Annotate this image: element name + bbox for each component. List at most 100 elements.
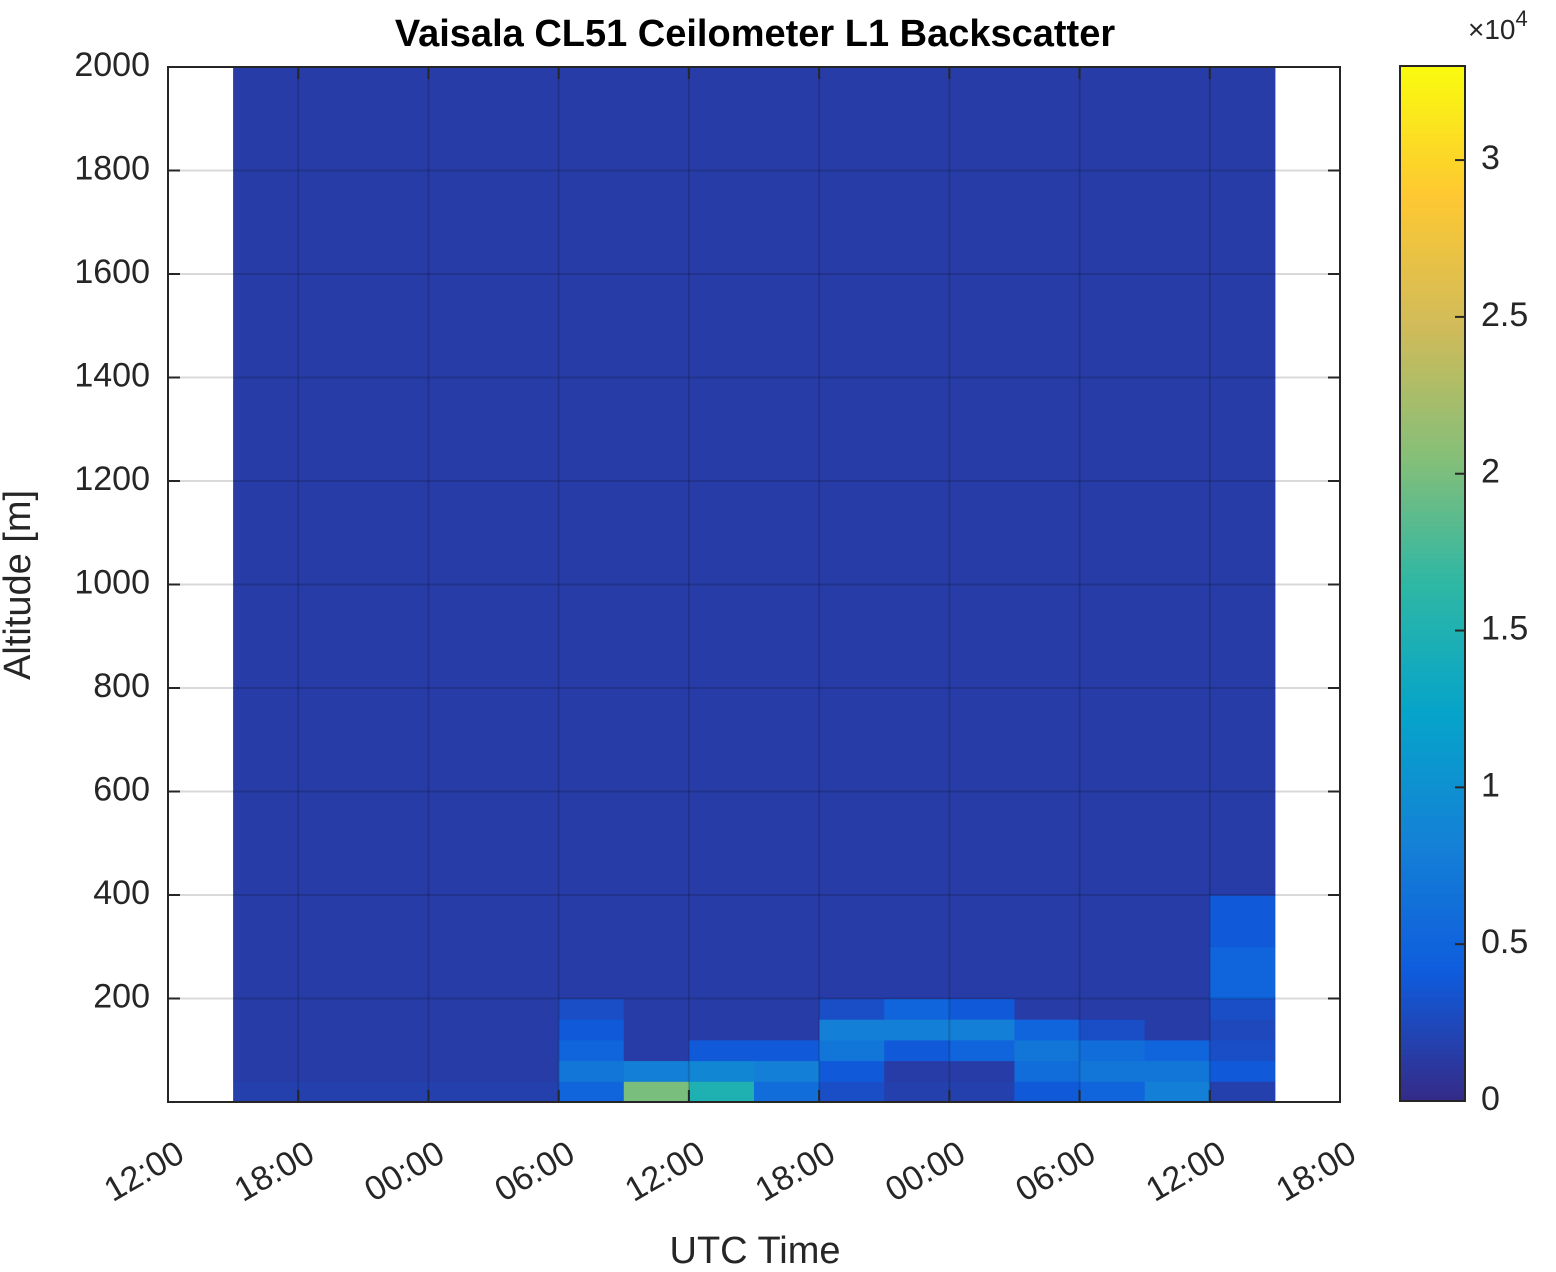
y-tick-label: 1800 <box>74 149 150 187</box>
colorbar-swatch <box>1400 231 1465 238</box>
colorbar-swatch <box>1400 1013 1465 1019</box>
heatmap-cell <box>558 1019 625 1041</box>
colorbar-swatch <box>1400 1033 1465 1040</box>
heatmap-cell <box>298 946 364 999</box>
x-tick-label: 06:00 <box>1009 1134 1102 1209</box>
colorbar-swatch <box>1400 1085 1465 1092</box>
colorbar-swatch <box>1400 91 1465 98</box>
colorbar-swatch <box>1400 309 1465 315</box>
colorbar-swatch <box>1400 681 1465 688</box>
colorbar-swatch <box>1400 241 1465 248</box>
heatmap-cell <box>428 1081 495 1103</box>
heatmap-cell <box>558 67 625 896</box>
heatmap-cell <box>1014 67 1081 896</box>
colorbar-swatch <box>1400 878 1465 885</box>
heatmap-cell <box>884 1081 950 1103</box>
colorbar-swatch <box>1400 764 1465 771</box>
colorbar-tick-label: 3 <box>1481 139 1500 177</box>
colorbar-swatch <box>1400 485 1465 491</box>
colorbar-swatch <box>1400 505 1465 512</box>
colorbar-swatch <box>1400 267 1465 274</box>
colorbar-swatch <box>1400 573 1465 579</box>
heatmap-cell <box>1209 67 1276 896</box>
colorbar-swatch <box>1400 873 1465 880</box>
heatmap-cell <box>688 1019 755 1041</box>
colorbar-swatch <box>1400 288 1465 295</box>
colorbar-swatch <box>1400 495 1465 502</box>
colorbar-swatch <box>1400 950 1465 957</box>
colorbar-swatch <box>1400 588 1465 595</box>
colorbar-swatch <box>1400 562 1465 569</box>
y-tick-label: 1400 <box>74 356 150 394</box>
heatmap-cell <box>558 998 625 1020</box>
colorbar-swatch <box>1400 319 1465 326</box>
heatmap-cell <box>363 1039 429 1062</box>
heatmap-cell <box>1079 895 1146 948</box>
colorbar-swatch <box>1400 117 1465 124</box>
colorbar-swatch <box>1400 567 1465 574</box>
colorbar-swatch <box>1400 474 1465 481</box>
colorbar-swatch <box>1400 174 1465 181</box>
colorbar-swatch <box>1400 371 1465 378</box>
x-axis-label: UTC Time <box>670 1230 841 1272</box>
colorbar-swatch <box>1400 593 1465 600</box>
colorbar-swatch <box>1400 1028 1465 1035</box>
colorbar-swatch <box>1400 816 1465 823</box>
colorbar-swatch <box>1400 236 1465 243</box>
colorbar-swatch <box>1400 1054 1465 1061</box>
colorbar-swatch <box>1400 216 1465 222</box>
colorbar-swatch <box>1400 774 1465 781</box>
colorbar-swatch <box>1400 754 1465 761</box>
colorbar-swatch <box>1400 247 1465 253</box>
colorbar-swatch <box>1400 329 1465 336</box>
colorbar-swatch <box>1400 831 1465 838</box>
colorbar-swatch <box>1400 1069 1465 1076</box>
colorbar-scale: ×104 <box>1468 6 1528 46</box>
colorbar-swatch <box>1400 707 1465 714</box>
colorbar-tick-label: 2 <box>1481 453 1500 491</box>
colorbar-swatch <box>1400 71 1465 77</box>
colorbar-swatch <box>1400 847 1465 854</box>
colorbar-swatch <box>1400 448 1465 455</box>
heatmap-cell <box>233 1060 299 1082</box>
y-tick-label: 400 <box>93 874 150 912</box>
colorbar-swatch <box>1400 857 1465 864</box>
colorbar-swatch <box>1400 692 1465 698</box>
colorbar-swatch <box>1400 536 1465 543</box>
heatmap-cell <box>1079 946 1146 999</box>
colorbar-swatch <box>1400 97 1465 103</box>
colorbar-swatch <box>1400 919 1465 926</box>
heatmap-cell <box>1014 1039 1081 1062</box>
colorbar-swatch <box>1400 635 1465 642</box>
heatmap-cell <box>1209 1039 1276 1062</box>
heatmap-cell <box>558 1039 625 1062</box>
colorbar-swatch <box>1400 997 1465 1004</box>
y-tick-label: 1000 <box>74 563 150 601</box>
colorbar-swatch <box>1400 956 1465 962</box>
colorbar-swatch <box>1400 1090 1465 1097</box>
heatmap-cell <box>949 67 1015 896</box>
colorbar-swatch <box>1400 790 1465 797</box>
colorbar-swatch <box>1400 293 1465 300</box>
heatmap-cell <box>688 895 755 948</box>
heatmap-cell <box>949 1060 1015 1082</box>
colorbar-swatch <box>1400 1080 1465 1087</box>
colorbar-scale-exponent: 4 <box>1516 6 1528 31</box>
heatmap-cell <box>623 946 690 999</box>
heatmap-cell <box>428 998 495 1020</box>
colorbar-swatch <box>1400 666 1465 673</box>
colorbar-swatch <box>1400 81 1465 88</box>
heatmap-cell <box>884 67 950 896</box>
heatmap-cell <box>233 895 299 948</box>
colorbar-swatch <box>1400 516 1465 522</box>
colorbar-swatch <box>1400 433 1465 440</box>
colorbar-swatch <box>1400 397 1465 403</box>
colorbar-swatch <box>1400 350 1465 357</box>
colorbar-swatch <box>1400 262 1465 269</box>
heatmap-cell <box>884 1060 950 1082</box>
heatmap-cell <box>1014 998 1081 1020</box>
colorbar-swatch <box>1400 780 1465 786</box>
colorbar-swatch <box>1400 278 1465 284</box>
colorbar-swatch <box>1400 806 1465 812</box>
